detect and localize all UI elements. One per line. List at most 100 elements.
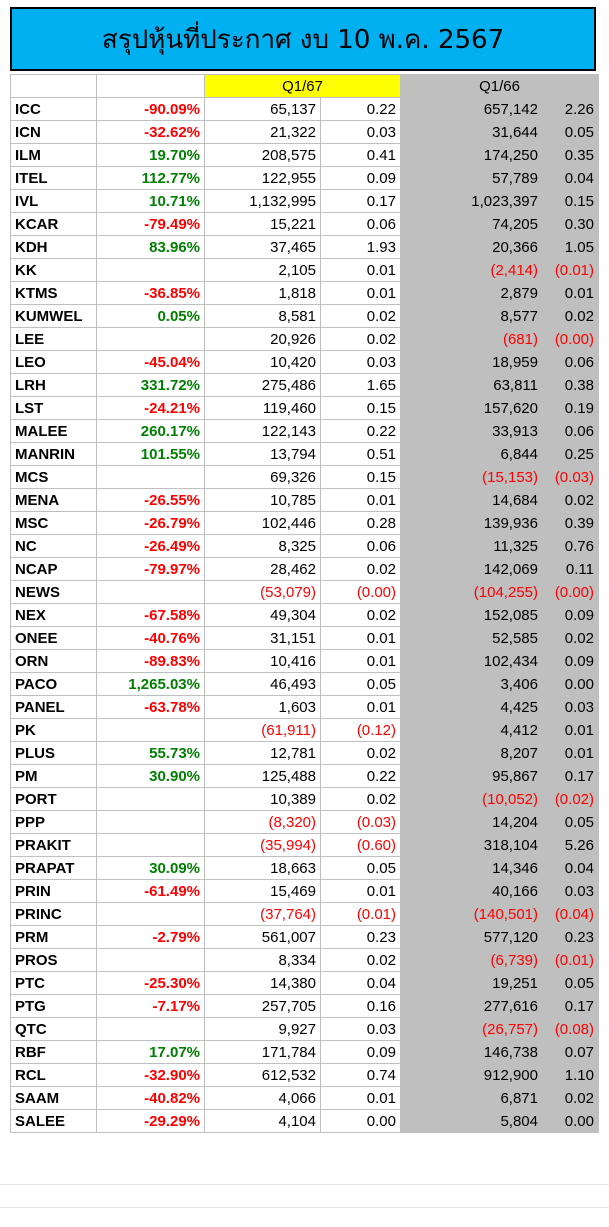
q167-eps-cell[interactable]: (0.01): [320, 902, 401, 926]
q167-profit-cell[interactable]: 46,493: [204, 672, 321, 696]
q166-eps-cell[interactable]: 0.76: [542, 534, 599, 558]
symbol-cell[interactable]: KTMS: [10, 281, 97, 305]
q167-profit-cell[interactable]: 8,581: [204, 304, 321, 328]
q166-profit-cell[interactable]: (10,052): [400, 787, 543, 811]
symbol-cell[interactable]: KUMWEL: [10, 304, 97, 328]
symbol-cell[interactable]: NEWS: [10, 580, 97, 604]
symbol-cell[interactable]: NCAP: [10, 557, 97, 581]
q166-eps-cell[interactable]: (0.08): [542, 1017, 599, 1041]
q167-profit-cell[interactable]: 14,380: [204, 971, 321, 995]
change-cell[interactable]: -40.76%: [96, 626, 205, 650]
q166-eps-cell[interactable]: 0.15: [542, 189, 599, 213]
q167-eps-cell[interactable]: 0.09: [320, 1040, 401, 1064]
q166-eps-cell[interactable]: 0.05: [542, 120, 599, 144]
change-cell[interactable]: -32.90%: [96, 1063, 205, 1087]
q167-profit-cell[interactable]: 4,104: [204, 1109, 321, 1133]
symbol-cell[interactable]: PLUS: [10, 741, 97, 765]
q166-profit-cell[interactable]: (26,757): [400, 1017, 543, 1041]
q166-eps-cell[interactable]: 0.25: [542, 442, 599, 466]
change-cell[interactable]: [96, 465, 205, 489]
q166-profit-cell[interactable]: 8,577: [400, 304, 543, 328]
q166-profit-cell[interactable]: 19,251: [400, 971, 543, 995]
q167-eps-cell[interactable]: 0.51: [320, 442, 401, 466]
q166-eps-cell[interactable]: (0.02): [542, 787, 599, 811]
q167-eps-cell[interactable]: 0.03: [320, 1017, 401, 1041]
change-cell[interactable]: 17.07%: [96, 1040, 205, 1064]
symbol-cell[interactable]: ICC: [10, 97, 97, 121]
symbol-cell[interactable]: PTC: [10, 971, 97, 995]
q167-eps-cell[interactable]: 0.01: [320, 649, 401, 673]
q167-profit-cell[interactable]: 122,955: [204, 166, 321, 190]
symbol-cell[interactable]: NC: [10, 534, 97, 558]
change-cell[interactable]: [96, 718, 205, 742]
change-cell[interactable]: 55.73%: [96, 741, 205, 765]
q167-eps-cell[interactable]: 0.74: [320, 1063, 401, 1087]
symbol-cell[interactable]: KDH: [10, 235, 97, 259]
symbol-cell[interactable]: RBF: [10, 1040, 97, 1064]
q167-eps-cell[interactable]: 1.65: [320, 373, 401, 397]
q167-eps-cell[interactable]: 0.02: [320, 327, 401, 351]
change-cell[interactable]: [96, 902, 205, 926]
symbol-cell[interactable]: PANEL: [10, 695, 97, 719]
q167-eps-cell[interactable]: 0.01: [320, 695, 401, 719]
symbol-cell[interactable]: PRAKIT: [10, 833, 97, 857]
q167-profit-cell[interactable]: 171,784: [204, 1040, 321, 1064]
q166-eps-cell[interactable]: (0.00): [542, 327, 599, 351]
q166-eps-cell[interactable]: 0.05: [542, 810, 599, 834]
q166-eps-cell[interactable]: 0.38: [542, 373, 599, 397]
q167-eps-cell[interactable]: 0.01: [320, 281, 401, 305]
q167-eps-cell[interactable]: 0.41: [320, 143, 401, 167]
change-cell[interactable]: [96, 948, 205, 972]
q166-profit-cell[interactable]: (104,255): [400, 580, 543, 604]
q167-profit-cell[interactable]: 15,221: [204, 212, 321, 236]
q166-profit-cell[interactable]: 31,644: [400, 120, 543, 144]
change-cell[interactable]: [96, 810, 205, 834]
q167-profit-cell[interactable]: 10,420: [204, 350, 321, 374]
change-cell[interactable]: -26.49%: [96, 534, 205, 558]
q167-profit-cell[interactable]: (61,911): [204, 718, 321, 742]
q167-eps-cell[interactable]: 0.03: [320, 120, 401, 144]
q167-eps-cell[interactable]: 0.22: [320, 419, 401, 443]
q167-eps-cell[interactable]: 0.09: [320, 166, 401, 190]
q166-eps-cell[interactable]: (0.00): [542, 580, 599, 604]
symbol-cell[interactable]: PRAPAT: [10, 856, 97, 880]
change-cell[interactable]: -90.09%: [96, 97, 205, 121]
q166-profit-cell[interactable]: 11,325: [400, 534, 543, 558]
q167-eps-cell[interactable]: 0.22: [320, 764, 401, 788]
q167-eps-cell[interactable]: 0.06: [320, 534, 401, 558]
q166-eps-cell[interactable]: (0.04): [542, 902, 599, 926]
q167-profit-cell[interactable]: 10,389: [204, 787, 321, 811]
q166-profit-cell[interactable]: (140,501): [400, 902, 543, 926]
q166-profit-cell[interactable]: (6,739): [400, 948, 543, 972]
q166-eps-cell[interactable]: 0.35: [542, 143, 599, 167]
q166-eps-cell[interactable]: 0.09: [542, 603, 599, 627]
symbol-cell[interactable]: SAAM: [10, 1086, 97, 1110]
q166-profit-cell[interactable]: 4,425: [400, 695, 543, 719]
symbol-cell[interactable]: IVL: [10, 189, 97, 213]
q166-profit-cell[interactable]: 277,616: [400, 994, 543, 1018]
header-q167[interactable]: Q1/67: [204, 74, 401, 98]
q167-eps-cell[interactable]: 0.01: [320, 1086, 401, 1110]
q167-eps-cell[interactable]: 0.02: [320, 557, 401, 581]
q166-eps-cell[interactable]: 0.23: [542, 925, 599, 949]
q166-profit-cell[interactable]: 174,250: [400, 143, 543, 167]
q167-profit-cell[interactable]: 257,705: [204, 994, 321, 1018]
change-cell[interactable]: -36.85%: [96, 281, 205, 305]
q166-profit-cell[interactable]: 3,406: [400, 672, 543, 696]
q167-eps-cell[interactable]: 0.02: [320, 741, 401, 765]
symbol-cell[interactable]: PORT: [10, 787, 97, 811]
change-cell[interactable]: 260.17%: [96, 419, 205, 443]
change-cell[interactable]: 101.55%: [96, 442, 205, 466]
q167-profit-cell[interactable]: 9,927: [204, 1017, 321, 1041]
q166-eps-cell[interactable]: (0.01): [542, 258, 599, 282]
q167-profit-cell[interactable]: 561,007: [204, 925, 321, 949]
symbol-cell[interactable]: PRM: [10, 925, 97, 949]
change-cell[interactable]: -24.21%: [96, 396, 205, 420]
q167-profit-cell[interactable]: 18,663: [204, 856, 321, 880]
q166-profit-cell[interactable]: (15,153): [400, 465, 543, 489]
header-q166[interactable]: Q1/66: [400, 74, 599, 98]
symbol-cell[interactable]: ILM: [10, 143, 97, 167]
q167-profit-cell[interactable]: 8,334: [204, 948, 321, 972]
q167-profit-cell[interactable]: 612,532: [204, 1063, 321, 1087]
q167-profit-cell[interactable]: 21,322: [204, 120, 321, 144]
